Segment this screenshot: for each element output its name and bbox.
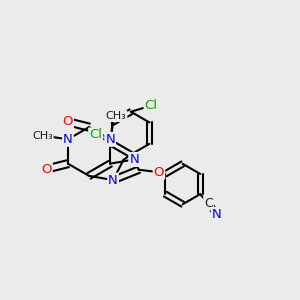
Text: N: N: [129, 153, 139, 166]
Text: N: N: [108, 174, 118, 187]
Text: CH₃: CH₃: [106, 111, 127, 121]
Text: O: O: [41, 163, 52, 176]
Text: O: O: [154, 166, 164, 178]
Text: CH₃: CH₃: [32, 131, 53, 141]
Text: N: N: [105, 133, 115, 146]
Text: O: O: [62, 115, 73, 128]
Text: Cl: Cl: [89, 128, 102, 141]
Text: C: C: [204, 196, 213, 210]
Text: N: N: [212, 208, 222, 221]
Text: N: N: [63, 133, 73, 146]
Text: Cl: Cl: [145, 99, 158, 112]
